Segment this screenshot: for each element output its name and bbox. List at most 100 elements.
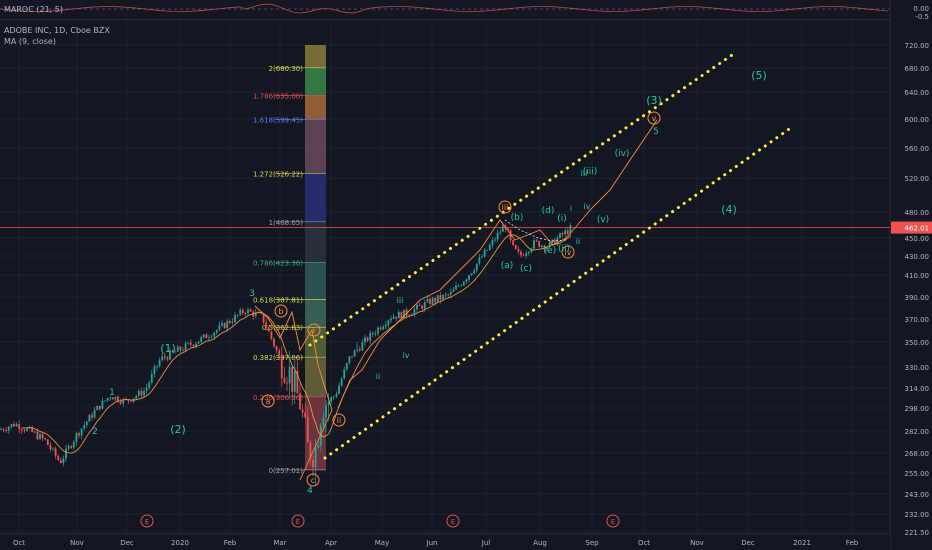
wave-label[interactable]: a — [266, 397, 271, 406]
candle-body — [527, 251, 530, 254]
wave-label[interactable]: iv — [584, 202, 591, 211]
wave-label-circle — [261, 394, 275, 408]
wave-label[interactable]: ii — [576, 237, 580, 246]
candle-body — [153, 366, 156, 375]
wave-label[interactable]: 1 — [109, 388, 115, 398]
price-axis[interactable]: 0.00-0.5 720.00 680.00 640.00 600.00 560.00 52… — [889, 0, 932, 550]
candle-body — [332, 396, 335, 398]
fibonacci-extension[interactable]: 2(680.30) 1.786(635.00) 1.618(599.45) 1.272… — [253, 45, 326, 475]
candle-body — [299, 393, 301, 410]
candle-body — [561, 233, 564, 235]
wave-label[interactable]: (ii) — [558, 244, 570, 254]
candle-body — [488, 245, 491, 250]
candle-body — [36, 431, 39, 440]
wave-label-circle — [498, 200, 512, 214]
candle-body — [564, 230, 567, 235]
wave-label[interactable]: iv — [403, 351, 410, 360]
wave-label-circle — [307, 323, 321, 337]
wave-label[interactable]: (v) — [597, 215, 609, 225]
fib-level-label: 0.5(362.83) — [262, 324, 303, 332]
wave-label[interactable]: (iii) — [583, 167, 598, 177]
wave-label[interactable]: (b) — [511, 213, 524, 223]
wave-label[interactable]: 5 — [653, 127, 659, 137]
wave-label[interactable]: i — [313, 326, 315, 335]
wave-labels[interactable]: (1)(2)(3)(4)(5)12345abciiiiiiivviiiiiiiv… — [92, 69, 767, 528]
wave-label[interactable]: c — [311, 476, 315, 485]
wave-label[interactable]: i — [356, 341, 358, 350]
ma-legend[interactable]: MA (9, close) — [4, 37, 60, 46]
time-axis[interactable]: Oct Nov Dec 2020 Feb Mar Apr May Jun Jul Aug Sep Oct… — [0, 533, 890, 550]
candle-body — [148, 382, 151, 388]
candle-body — [226, 321, 229, 329]
time-axis-label: 2020 — [171, 539, 189, 547]
wave-drawings[interactable] — [0, 53, 890, 481]
candle-body — [91, 414, 93, 418]
time-axis-background — [0, 534, 890, 550]
candle-body — [522, 255, 525, 257]
wave-label[interactable]: (2) — [170, 423, 186, 436]
wave-label[interactable]: iii — [502, 203, 509, 212]
candle-body — [496, 232, 499, 240]
wave-label[interactable]: iv — [565, 248, 572, 257]
candle-body — [49, 444, 52, 450]
candle-body — [481, 256, 483, 258]
candle-body — [72, 441, 75, 448]
wave-label[interactable]: (a) — [501, 261, 514, 271]
candle-body — [231, 321, 234, 323]
earnings-marker-icon[interactable]: E — [296, 518, 300, 526]
oscillator-legend[interactable]: MAROC (21, 5) — [4, 5, 67, 14]
price-axis-label: 221.50 — [905, 529, 930, 537]
wave-label[interactable]: 2 — [92, 427, 98, 437]
fib-band — [305, 221, 326, 263]
wave-label[interactable]: 3 — [249, 289, 255, 299]
wave-label[interactable]: (d) — [542, 206, 555, 216]
candle-body — [525, 253, 528, 256]
wave-label[interactable]: iii — [581, 169, 588, 178]
candle-body — [26, 428, 28, 431]
candle-body — [364, 337, 366, 343]
time-axis-label: Nov — [70, 539, 84, 547]
wave-label[interactable]: (i) — [557, 214, 567, 224]
wave-label[interactable]: (4) — [721, 203, 737, 216]
earnings-marker-icon[interactable]: E — [611, 518, 615, 526]
candle-body — [556, 237, 559, 245]
earnings-marker-icon[interactable]: E — [145, 518, 149, 526]
wave-label[interactable]: b — [278, 307, 283, 316]
earnings-marker-circle — [140, 514, 154, 528]
time-axis-label: Feb — [224, 539, 237, 547]
current-price-tag — [891, 221, 932, 234]
candle-body — [54, 448, 57, 456]
wave-label[interactable]: (1) — [160, 342, 176, 355]
candlestick-series — [0, 221, 572, 486]
candle-body — [70, 446, 73, 448]
fib-band — [305, 45, 326, 68]
wave-label[interactable]: v — [652, 114, 657, 123]
wave-label[interactable]: (iv) — [615, 149, 630, 159]
wave-label[interactable]: (3) — [646, 94, 662, 107]
wave-label[interactable]: (5) — [751, 69, 767, 82]
candle-body — [62, 458, 65, 463]
candle-body — [348, 356, 351, 364]
candle-body — [111, 397, 114, 400]
price-axis-label: 600.00 — [905, 116, 930, 124]
wave-label[interactable]: i — [570, 204, 572, 213]
wave-label[interactable]: ii — [376, 372, 380, 381]
wave-label[interactable]: ii — [337, 416, 341, 425]
candle-body — [418, 304, 421, 306]
wave-label[interactable]: iii — [397, 296, 404, 305]
earnings-marker-icon[interactable]: E — [451, 518, 455, 526]
price-axis-label: 282.00 — [905, 428, 930, 436]
candle-body — [244, 313, 247, 314]
wave-label[interactable]: (e) — [544, 246, 557, 256]
price-axis-background — [890, 0, 932, 550]
candle-body — [553, 239, 556, 245]
symbol-legend[interactable]: ADOBE INC, 1D, Cboe BZX — [4, 26, 114, 35]
candle-body — [405, 309, 408, 316]
wave-label[interactable]: 4 — [307, 486, 313, 496]
candle-body — [462, 281, 465, 286]
wave-label[interactable]: (c) — [520, 264, 532, 274]
fib-band — [305, 357, 326, 397]
candle-body — [7, 426, 10, 431]
fib-level-label: 1.618(599.45) — [253, 116, 303, 124]
